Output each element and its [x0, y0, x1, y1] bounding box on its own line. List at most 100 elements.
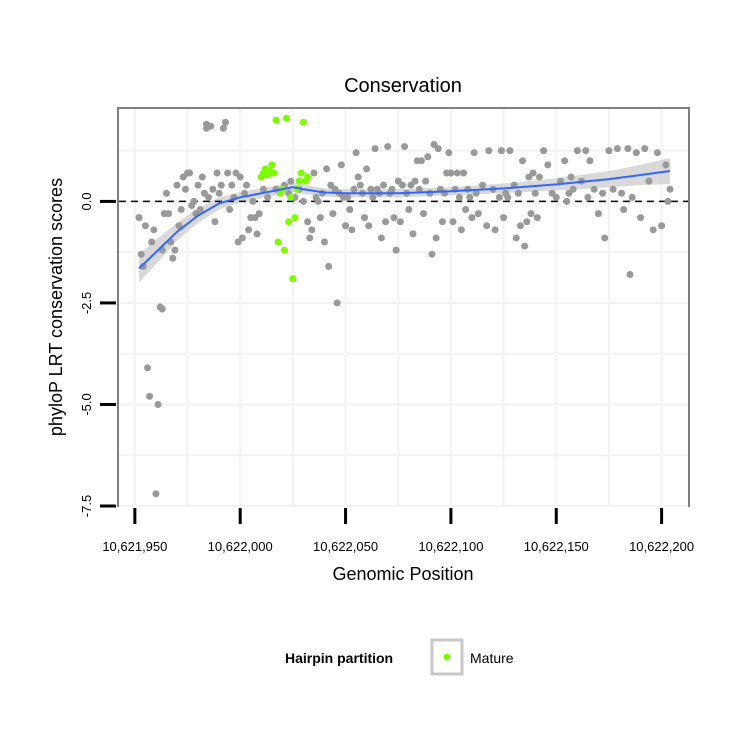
data-point-other: [472, 189, 480, 197]
x-axis: 10,621,950 10,622,000 10,622,050 10,622,100…: [102, 508, 694, 554]
data-point-other: [236, 173, 244, 181]
data-point-other: [396, 218, 404, 226]
data-point-other: [409, 230, 417, 238]
y-tick-label: -7.5: [79, 495, 94, 517]
data-point-other: [219, 124, 227, 132]
y-tick-label: -2.5: [79, 292, 94, 314]
data-point-other: [586, 157, 594, 165]
data-point-mature: [299, 118, 307, 126]
data-point-other: [474, 210, 482, 218]
data-point-mature: [270, 169, 278, 177]
legend-key-mature: [443, 653, 451, 661]
data-point-mature: [297, 169, 305, 177]
data-point-other: [601, 234, 609, 242]
data-point-other: [369, 193, 377, 201]
data-point-other: [466, 193, 474, 201]
data-point-other: [584, 193, 592, 201]
data-point-other: [171, 246, 179, 254]
data-point-other: [582, 147, 590, 155]
data-point-other: [460, 169, 468, 177]
data-point-other: [152, 490, 160, 498]
data-point-other: [599, 189, 607, 197]
data-point-mature: [295, 177, 303, 185]
data-point-other: [352, 149, 360, 157]
data-point-other: [173, 181, 181, 189]
data-point-other: [422, 177, 430, 185]
data-point-other: [141, 222, 149, 230]
data-point-other: [523, 218, 531, 226]
data-point-other: [420, 210, 428, 218]
data-point-other: [544, 161, 552, 169]
data-point-other: [390, 214, 398, 222]
data-point-other: [299, 197, 307, 205]
data-point-mature: [285, 218, 293, 226]
data-point-other: [325, 262, 333, 270]
data-point-other: [217, 181, 225, 189]
data-point-other: [154, 400, 162, 408]
data-point-other: [135, 214, 143, 222]
data-point-other: [146, 392, 154, 400]
data-point-other: [304, 218, 312, 226]
data-point-other: [569, 185, 577, 193]
data-point-other: [426, 189, 434, 197]
data-point-other: [434, 145, 442, 153]
data-point-other: [181, 185, 189, 193]
data-point-other: [504, 193, 512, 201]
data-point-other: [445, 149, 453, 157]
data-point-other: [186, 169, 194, 177]
data-point-mature: [289, 275, 297, 283]
data-point-other: [323, 165, 331, 173]
data-point-other: [432, 234, 440, 242]
data-point-other: [500, 214, 508, 222]
data-point-other: [428, 250, 436, 258]
data-point-other: [540, 147, 548, 155]
panel-border: [117, 107, 690, 507]
data-point-other: [207, 122, 215, 130]
data-point-other: [628, 193, 636, 201]
data-point-other: [533, 214, 541, 222]
data-point-other: [497, 147, 505, 155]
data-point-other: [287, 177, 295, 185]
data-point-other: [457, 226, 465, 234]
data-point-other: [563, 197, 571, 205]
data-point-other: [367, 185, 375, 193]
data-point-other: [209, 185, 217, 193]
data-point-other: [198, 173, 206, 181]
data-point-other: [506, 147, 514, 155]
data-point-other: [398, 181, 406, 189]
data-point-mature: [274, 238, 282, 246]
data-point-other: [624, 145, 632, 153]
data-point-other: [329, 210, 337, 218]
data-point-other: [139, 262, 147, 270]
data-point-other: [228, 181, 236, 189]
data-point-other: [379, 181, 387, 189]
data-point-other: [226, 206, 234, 214]
series-other-points: [135, 118, 674, 498]
data-point-other: [613, 145, 621, 153]
data-point-other: [641, 145, 649, 153]
data-point-other: [645, 177, 653, 185]
data-point-other: [249, 197, 257, 205]
data-point-other: [483, 222, 491, 230]
data-point-other: [561, 157, 569, 165]
data-point-other: [213, 169, 221, 177]
data-point-other: [238, 234, 246, 242]
data-point-other: [417, 157, 425, 165]
data-point-other: [196, 206, 204, 214]
smooth-line: [138, 169, 671, 270]
data-point-other: [371, 145, 379, 153]
data-point-other: [618, 189, 626, 197]
data-point-other: [658, 222, 666, 230]
data-point-mature: [283, 114, 291, 122]
data-point-other: [356, 181, 364, 189]
data-point-other: [653, 149, 661, 157]
data-point-other: [632, 149, 640, 157]
data-point-other: [447, 169, 455, 177]
data-point-other: [392, 246, 400, 254]
data-point-other: [354, 173, 362, 181]
data-point-other: [512, 234, 520, 242]
data-point-other: [143, 364, 151, 372]
legend-title: Hairpin partition: [285, 650, 393, 666]
data-point-other: [337, 161, 345, 169]
